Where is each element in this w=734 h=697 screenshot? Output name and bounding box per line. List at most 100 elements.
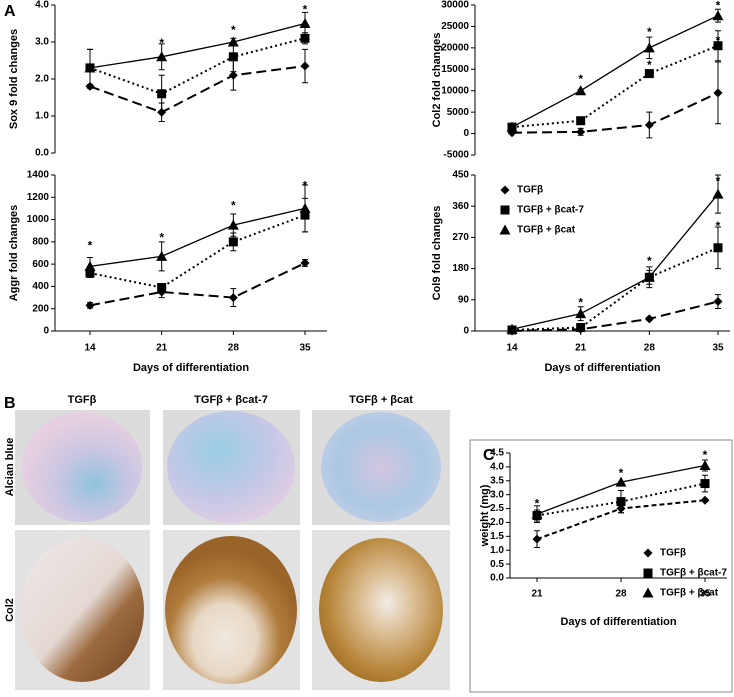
y-tick-label: 2.5 (490, 503, 504, 514)
series-line (511, 246, 719, 331)
y-tick-label: -5000 (443, 150, 469, 161)
y-tick-label: 360 (452, 201, 469, 212)
y-tick-label: 25000 (441, 21, 469, 32)
marker (531, 508, 543, 519)
y-tick-label: 0.5 (490, 559, 504, 570)
y-tick-label: 10000 (441, 85, 469, 96)
legend-label: TGFβ + βcat (660, 588, 719, 599)
significance-mark: * (716, 34, 721, 48)
y-tick-label: 5000 (447, 107, 470, 118)
x-tick-label: 21 (531, 589, 543, 600)
legend-label: TGFβ (517, 185, 543, 196)
row-label: Alcian blue (4, 438, 16, 497)
marker (300, 61, 310, 71)
y-tick-label: 4.0 (490, 462, 504, 473)
y-axis-title: Col9 fold changes (431, 206, 443, 301)
marker (157, 283, 167, 293)
series-line (89, 37, 306, 95)
y-tick-label: 90 (458, 294, 470, 305)
series-line (511, 300, 719, 332)
column-header: TGFβ + βcat (349, 394, 413, 406)
legend-marker (643, 568, 653, 578)
y-tick-label: 200 (32, 303, 49, 314)
significance-mark: * (647, 25, 652, 39)
y-tick-label: 600 (32, 259, 49, 270)
marker (713, 41, 723, 51)
significance-mark: * (647, 254, 652, 268)
y-axis-title: Aggr fold changes (8, 205, 20, 302)
significance-mark: * (578, 72, 583, 86)
marker (575, 85, 587, 96)
series-line (89, 214, 306, 289)
marker (643, 42, 655, 53)
micrographs (15, 410, 450, 690)
series-line (89, 262, 306, 307)
panel-label: C (483, 447, 495, 464)
panel-label: A (4, 3, 16, 20)
marker (712, 188, 724, 199)
y-tick-label: 20000 (441, 42, 469, 53)
marker (156, 250, 168, 261)
series-line (511, 91, 719, 134)
significance-mark: * (88, 238, 93, 252)
y-tick-label: 0.0 (490, 573, 504, 584)
row-label: Col2 (4, 598, 16, 622)
y-tick-label: 2.0 (490, 517, 504, 528)
y-tick-label: 3.0 (35, 37, 49, 48)
marker (227, 219, 239, 230)
significance-mark: * (303, 3, 308, 17)
x-tick-label: 35 (712, 343, 724, 354)
x-tick-label: 28 (644, 343, 656, 354)
y-tick-label: 0 (463, 128, 469, 139)
marker (300, 258, 310, 268)
x-tick-label: 14 (84, 343, 96, 354)
x-tick-label: 21 (575, 343, 587, 354)
series-line (89, 22, 306, 69)
marker (228, 293, 238, 303)
significance-mark: * (647, 58, 652, 72)
significance-mark: * (303, 178, 308, 192)
x-tick-label: 21 (156, 343, 168, 354)
marker (300, 33, 310, 43)
significance-mark: * (159, 231, 164, 245)
y-tick-label: 1200 (27, 192, 50, 203)
x-tick-label: 28 (228, 343, 240, 354)
significance-mark: * (716, 174, 721, 188)
y-tick-label: 0.0 (35, 148, 49, 159)
marker (643, 271, 655, 282)
significance-mark: * (703, 448, 708, 462)
series-line (511, 15, 719, 128)
significance-mark: * (619, 466, 624, 480)
significance-mark: * (535, 497, 540, 511)
legend-label: TGFβ + βcat (517, 225, 576, 236)
marker (299, 202, 311, 213)
legend-label: TGFβ + βcat-7 (517, 205, 584, 216)
y-axis-title: Col2 fold changes (431, 33, 443, 128)
marker (506, 323, 518, 334)
marker (616, 497, 626, 507)
panel-frame (469, 439, 733, 693)
y-tick-label: 400 (32, 281, 49, 292)
marker (576, 323, 586, 333)
x-tick-label: 14 (506, 343, 518, 354)
y-tick-label: 800 (32, 236, 49, 247)
y-axis-title: Sox 9 fold changes (8, 29, 20, 129)
x-axis-title: Days of differentiation (560, 616, 676, 628)
x-tick-label: 35 (299, 343, 311, 354)
marker (712, 10, 724, 21)
legend-label: TGFβ (660, 548, 686, 559)
marker (713, 243, 723, 253)
significance-mark: * (578, 295, 583, 309)
x-axis-title: Days of differentiation (133, 362, 249, 374)
legend-marker (500, 185, 510, 195)
marker (699, 460, 711, 470)
series-line (511, 44, 719, 129)
significance-mark: * (159, 36, 164, 50)
marker (713, 88, 723, 98)
legend-marker (500, 205, 510, 215)
legend-marker (642, 587, 654, 598)
x-axis-title: Days of differentiation (544, 362, 660, 374)
significance-mark: * (716, 219, 721, 233)
y-tick-label: 2.0 (35, 74, 49, 85)
